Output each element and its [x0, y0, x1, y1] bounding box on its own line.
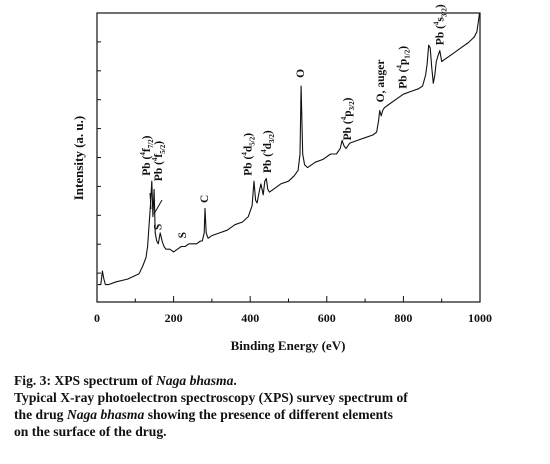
x-axis-ticks [96, 296, 481, 302]
peak-annotations: Pb (4f7/2)Pb (4f5/2) S S C Pb (4d5/2)Pb (4d3… [139, 4, 449, 238]
annotation-arrow [149, 192, 152, 210]
series-line [97, 12, 481, 286]
caption-fig-end: . [233, 373, 237, 388]
caption-desc-line-3: on the surface of the drug. [14, 424, 167, 439]
peak-annotation: Pb (4d5/2) [241, 133, 257, 176]
peak-annotation: S [177, 232, 189, 238]
peak-annotation: Pb (4f5/2) [151, 141, 167, 181]
annotation-arrow [153, 199, 163, 215]
peak-annotation: O [295, 69, 307, 78]
caption-title-line: Fig. 3: XPS spectrum of Naga bhasma. [14, 372, 542, 389]
x-axis-tick-labels: 0 200 400 600 800 1000 [94, 311, 492, 325]
peak-annotation: Pb (4s3/2) [433, 4, 449, 45]
x-tick-label: 0 [94, 311, 100, 325]
y-axis-title: Intensity (a. u.) [71, 116, 86, 201]
x-axis-title: Binding Energy (eV) [231, 338, 346, 353]
figure-caption: Fig. 3: XPS spectrum of Naga bhasma. Typ… [14, 372, 542, 440]
caption-desc-line-2: the drug Naga bhasma showing the presenc… [14, 406, 542, 423]
peak-annotation: S [152, 224, 164, 230]
caption-fig-name: Naga bhasma [155, 373, 234, 388]
caption-fig-label: Fig. 3: XPS spectrum of [14, 373, 156, 388]
x-tick-label: 400 [241, 311, 259, 325]
caption-desc-2a: the drug [14, 407, 67, 422]
caption-desc-line-1: Typical X-ray photoelectron spectroscopy… [14, 390, 408, 405]
x-tick-label: 600 [318, 311, 336, 325]
peak-annotation: C [199, 195, 211, 203]
caption-desc-2-name: Naga bhasma [66, 407, 145, 422]
peak-annotation: Pb (4d3/2) [260, 130, 276, 173]
x-tick-label: 200 [165, 311, 183, 325]
peak-annotation: O, auger [375, 60, 387, 103]
peak-annotation: Pb (4p3/2) [340, 97, 356, 140]
xps-chart: 0 200 400 600 800 1000 Pb (4f7/2)Pb (4f5/2) S S… [71, 4, 492, 353]
x-tick-label: 800 [394, 311, 412, 325]
caption-desc-2b: showing the presence of different elemen… [144, 407, 393, 422]
peak-annotation: Pb (4p1/2) [395, 46, 411, 89]
x-tick-label: 1000 [468, 311, 492, 325]
peak-annotation: Pb (4f7/2) [139, 135, 155, 175]
y-axis-ticks [97, 41, 101, 274]
